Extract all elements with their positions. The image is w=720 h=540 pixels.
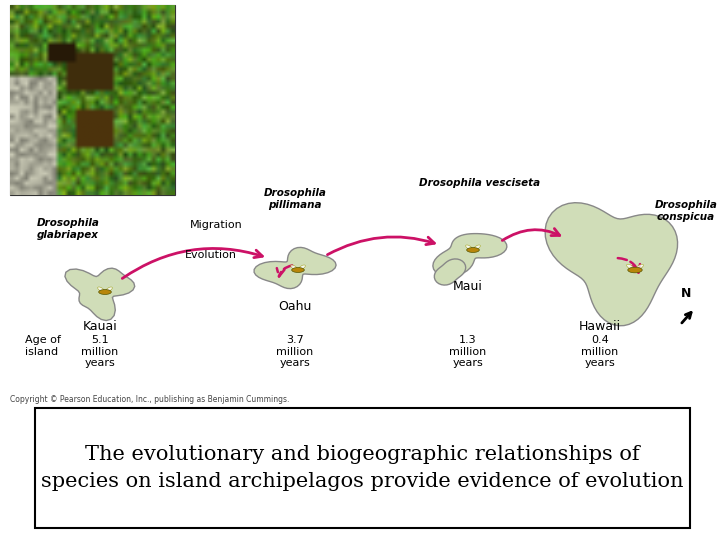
Text: Hawaii: Hawaii [579, 320, 621, 333]
Polygon shape [254, 247, 336, 288]
Text: 1.3
million
years: 1.3 million years [449, 335, 487, 368]
Ellipse shape [291, 265, 297, 269]
Ellipse shape [628, 267, 642, 273]
Text: 3.7
million
years: 3.7 million years [276, 335, 314, 368]
Ellipse shape [106, 287, 112, 292]
Text: 5.1
million
years: 5.1 million years [81, 335, 119, 368]
Ellipse shape [466, 245, 472, 249]
Polygon shape [545, 202, 678, 326]
Text: Oahu: Oahu [279, 300, 312, 313]
Bar [35, 408, 690, 528]
Text: Age of
island: Age of island [25, 335, 61, 356]
Polygon shape [433, 234, 507, 276]
Text: Copyright © Pearson Education, Inc., publishing as Benjamin Cummings.: Copyright © Pearson Education, Inc., pub… [10, 395, 289, 404]
Ellipse shape [467, 247, 480, 253]
Text: Migration: Migration [190, 220, 243, 230]
Ellipse shape [98, 287, 104, 292]
Text: Drosophila vesciseta: Drosophila vesciseta [420, 178, 541, 188]
FancyArrowPatch shape [122, 248, 262, 279]
FancyArrowPatch shape [618, 258, 640, 273]
Text: Drosophila
conspicua: Drosophila conspicua [654, 200, 717, 221]
Bar [10, 5, 175, 195]
Ellipse shape [299, 265, 305, 269]
Ellipse shape [636, 264, 644, 269]
Text: 0.4
million
years: 0.4 million years [581, 335, 618, 368]
Ellipse shape [292, 267, 305, 273]
Text: Evolution: Evolution [185, 250, 237, 260]
Ellipse shape [99, 289, 112, 294]
Ellipse shape [626, 264, 634, 269]
FancyArrowPatch shape [503, 228, 559, 240]
Ellipse shape [474, 245, 480, 249]
Polygon shape [65, 268, 135, 321]
Text: The evolutionary and biogeographic relationships of
species on island archipelag: The evolutionary and biogeographic relat… [41, 446, 684, 491]
FancyArrowPatch shape [328, 237, 434, 255]
Text: Drosophila
pillimana: Drosophila pillimana [264, 188, 326, 210]
Text: Drosophila
glabriapex: Drosophila glabriapex [37, 218, 99, 240]
Polygon shape [434, 259, 466, 285]
FancyArrowPatch shape [276, 266, 292, 276]
Text: Kauai: Kauai [83, 320, 117, 333]
Text: Maui: Maui [453, 280, 483, 293]
Text: N: N [681, 287, 691, 300]
